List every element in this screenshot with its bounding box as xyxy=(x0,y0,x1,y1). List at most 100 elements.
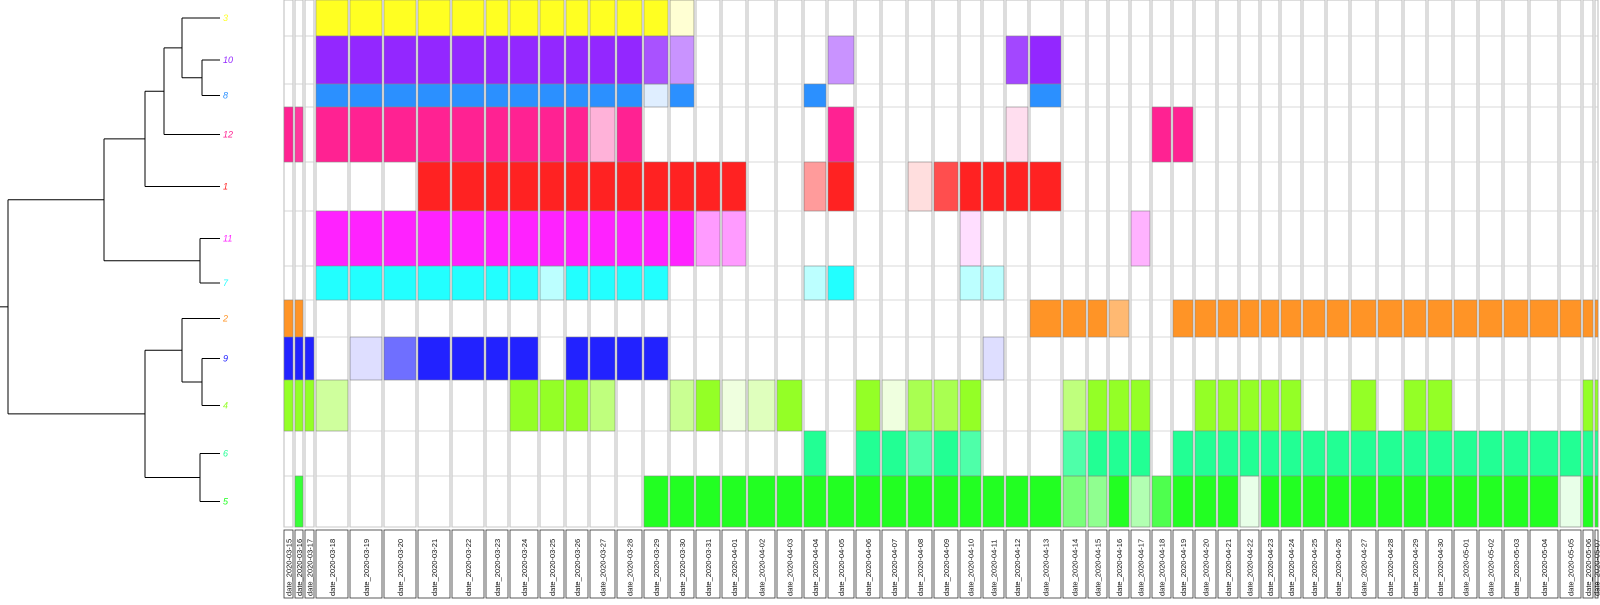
heatmap-cell xyxy=(1063,380,1086,431)
heatmap-cell xyxy=(1351,431,1376,476)
heatmap-cell xyxy=(1303,300,1325,337)
heatmap-cell xyxy=(856,476,880,527)
heatmap-cell xyxy=(908,162,932,211)
column-label: date_2020-03-24 xyxy=(520,539,529,596)
heatmap-cell xyxy=(384,337,416,380)
heatmap-cell xyxy=(1530,431,1558,476)
heatmap-cell xyxy=(418,162,450,211)
heatmap-cell xyxy=(590,162,615,211)
heatmap-cell xyxy=(1560,300,1581,337)
column-label: date_2020-03-30 xyxy=(678,539,687,596)
heatmap-cell xyxy=(510,380,538,431)
heatmap-cell xyxy=(350,211,382,266)
heatmap-cell xyxy=(418,84,450,107)
heatmap-cell xyxy=(566,84,588,107)
heatmap-cell xyxy=(316,36,348,84)
heatmap-cell xyxy=(696,476,720,527)
heatmap-grid xyxy=(284,0,1598,527)
heatmap-cell xyxy=(1303,476,1325,527)
heatmap-cell xyxy=(617,211,642,266)
heatmap-cell xyxy=(1109,431,1129,476)
column-outline xyxy=(1152,0,1171,527)
heatmap-cell xyxy=(1109,380,1129,431)
heatmap-cell xyxy=(510,337,538,380)
heatmap-cell xyxy=(1218,380,1238,431)
heatmap-cell xyxy=(452,211,484,266)
heatmap-cell xyxy=(316,380,348,431)
heatmap-cell xyxy=(350,84,382,107)
column-label: date_2020-03-26 xyxy=(573,539,582,596)
row-label: 9 xyxy=(223,354,228,364)
column-label: date_2020-04-13 xyxy=(1042,539,1051,596)
column-label: date_2020-04-12 xyxy=(1013,539,1022,596)
heatmap-cell xyxy=(722,380,746,431)
heatmap-cell xyxy=(566,337,588,380)
heatmap-cell xyxy=(510,162,538,211)
heatmap-cell xyxy=(804,431,826,476)
heatmap-cell xyxy=(960,211,981,266)
heatmap-cell xyxy=(1261,300,1279,337)
heatmap-cell xyxy=(777,380,802,431)
column-label: date_2020-04-25 xyxy=(1310,539,1319,596)
heatmap-cell xyxy=(1530,476,1558,527)
heatmap-cell xyxy=(510,266,538,300)
heatmap-cell xyxy=(1006,476,1028,527)
heatmap-cell xyxy=(644,0,668,36)
column-label: date_2020-04-05 xyxy=(837,539,846,596)
heatmap-cell xyxy=(1173,300,1193,337)
heatmap-cell xyxy=(644,476,668,527)
heatmap-cell xyxy=(384,0,416,36)
heatmap-cell xyxy=(617,84,642,107)
heatmap-cell xyxy=(316,84,348,107)
heatmap-cell xyxy=(486,162,508,211)
heatmap-cell xyxy=(590,380,615,431)
heatmap-cell xyxy=(295,107,303,162)
heatmap-cell xyxy=(1131,431,1150,476)
heatmap-cell xyxy=(1351,300,1376,337)
heatmap-cell xyxy=(934,431,958,476)
heatmap-cell xyxy=(452,266,484,300)
heatmap-cell xyxy=(452,107,484,162)
heatmap-cell xyxy=(722,476,746,527)
heatmap-cell xyxy=(983,266,1004,300)
heatmap-cell xyxy=(1218,476,1238,527)
column-outline xyxy=(748,0,775,527)
heatmap-cell xyxy=(1595,476,1598,527)
heatmap-cell xyxy=(934,162,958,211)
column-label: date_2020-04-16 xyxy=(1115,539,1124,596)
column-label: date_2020-04-18 xyxy=(1158,539,1167,596)
column-label: date_2020-04-01 xyxy=(730,539,739,596)
column-outline xyxy=(777,0,802,527)
heatmap-cell xyxy=(1152,107,1171,162)
column-label: date_2020-04-17 xyxy=(1137,539,1146,596)
heatmap-cell xyxy=(590,84,615,107)
heatmap-cell xyxy=(1261,380,1279,431)
heatmap-cell xyxy=(566,36,588,84)
heatmap-cell xyxy=(1327,300,1349,337)
heatmap-cell xyxy=(748,380,775,431)
heatmap-cell xyxy=(1530,300,1558,337)
row-label: 2 xyxy=(222,314,228,324)
column-label: date_2020-04-27 xyxy=(1360,539,1369,596)
column-label: date_2020-04-07 xyxy=(890,539,899,596)
column-label: date_2020-03-23 xyxy=(493,539,502,596)
heatmap-cell xyxy=(566,0,588,36)
heatmap-cell xyxy=(1404,431,1426,476)
heatmap-cell xyxy=(856,431,880,476)
heatmap-cell xyxy=(1583,431,1593,476)
heatmap-cell xyxy=(486,337,508,380)
heatmap-cell xyxy=(1504,476,1528,527)
heatmap-cell xyxy=(418,107,450,162)
heatmap-cell xyxy=(316,211,348,266)
heatmap-cell xyxy=(1240,431,1259,476)
heatmap-cell xyxy=(804,162,826,211)
heatmap-cell xyxy=(1378,300,1402,337)
heatmap-cell xyxy=(1173,476,1193,527)
heatmap-cell xyxy=(566,266,588,300)
heatmap-cell xyxy=(384,36,416,84)
column-outline xyxy=(295,0,303,527)
heatmap-cell xyxy=(486,36,508,84)
heatmap-cell xyxy=(350,0,382,36)
column-label: date_2020-04-11 xyxy=(990,539,999,596)
heatmap-cell xyxy=(804,476,826,527)
